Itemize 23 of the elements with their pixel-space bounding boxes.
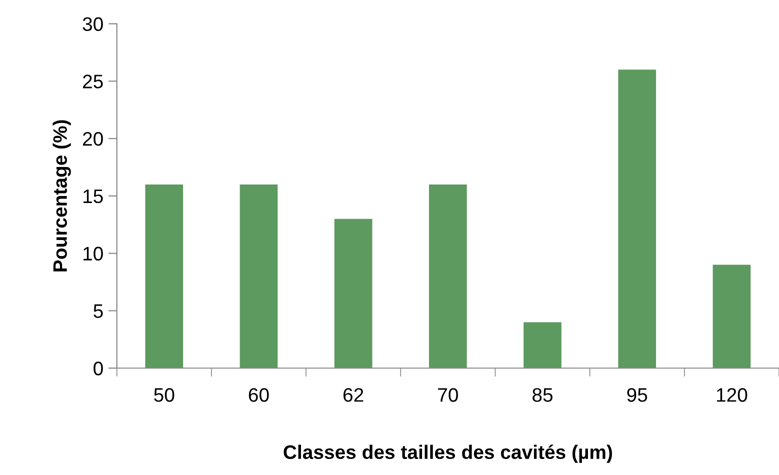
bar [712, 264, 751, 368]
bar [524, 322, 562, 368]
x-axis-title: Classes des tailles des cavités (µm) [284, 444, 612, 463]
x-tick-label: 62 [344, 388, 364, 402]
x-tick-label: 60 [248, 388, 269, 402]
bar [429, 184, 467, 368]
x-tick-label: 95 [627, 388, 648, 402]
x-tick-label: 50 [154, 388, 174, 402]
y-tick-label: 5 [94, 304, 103, 318]
bar [334, 218, 372, 368]
x-tick-label: 70 [438, 388, 458, 402]
y-axis-title: Pourcentage (%) [52, 120, 71, 272]
bar [618, 70, 656, 368]
y-tick-label: 0 [94, 362, 103, 376]
y-tick-label: 10 [84, 246, 103, 261]
y-tick-label: 15 [84, 190, 103, 204]
x-tick-label: 120 [716, 388, 748, 402]
y-tick-label: 20 [83, 132, 103, 146]
bar [145, 184, 184, 368]
bar [240, 184, 278, 368]
x-tick-label: 85 [532, 388, 553, 402]
y-tick-label: 30 [82, 17, 103, 31]
y-tick-label: 25 [83, 74, 103, 88]
